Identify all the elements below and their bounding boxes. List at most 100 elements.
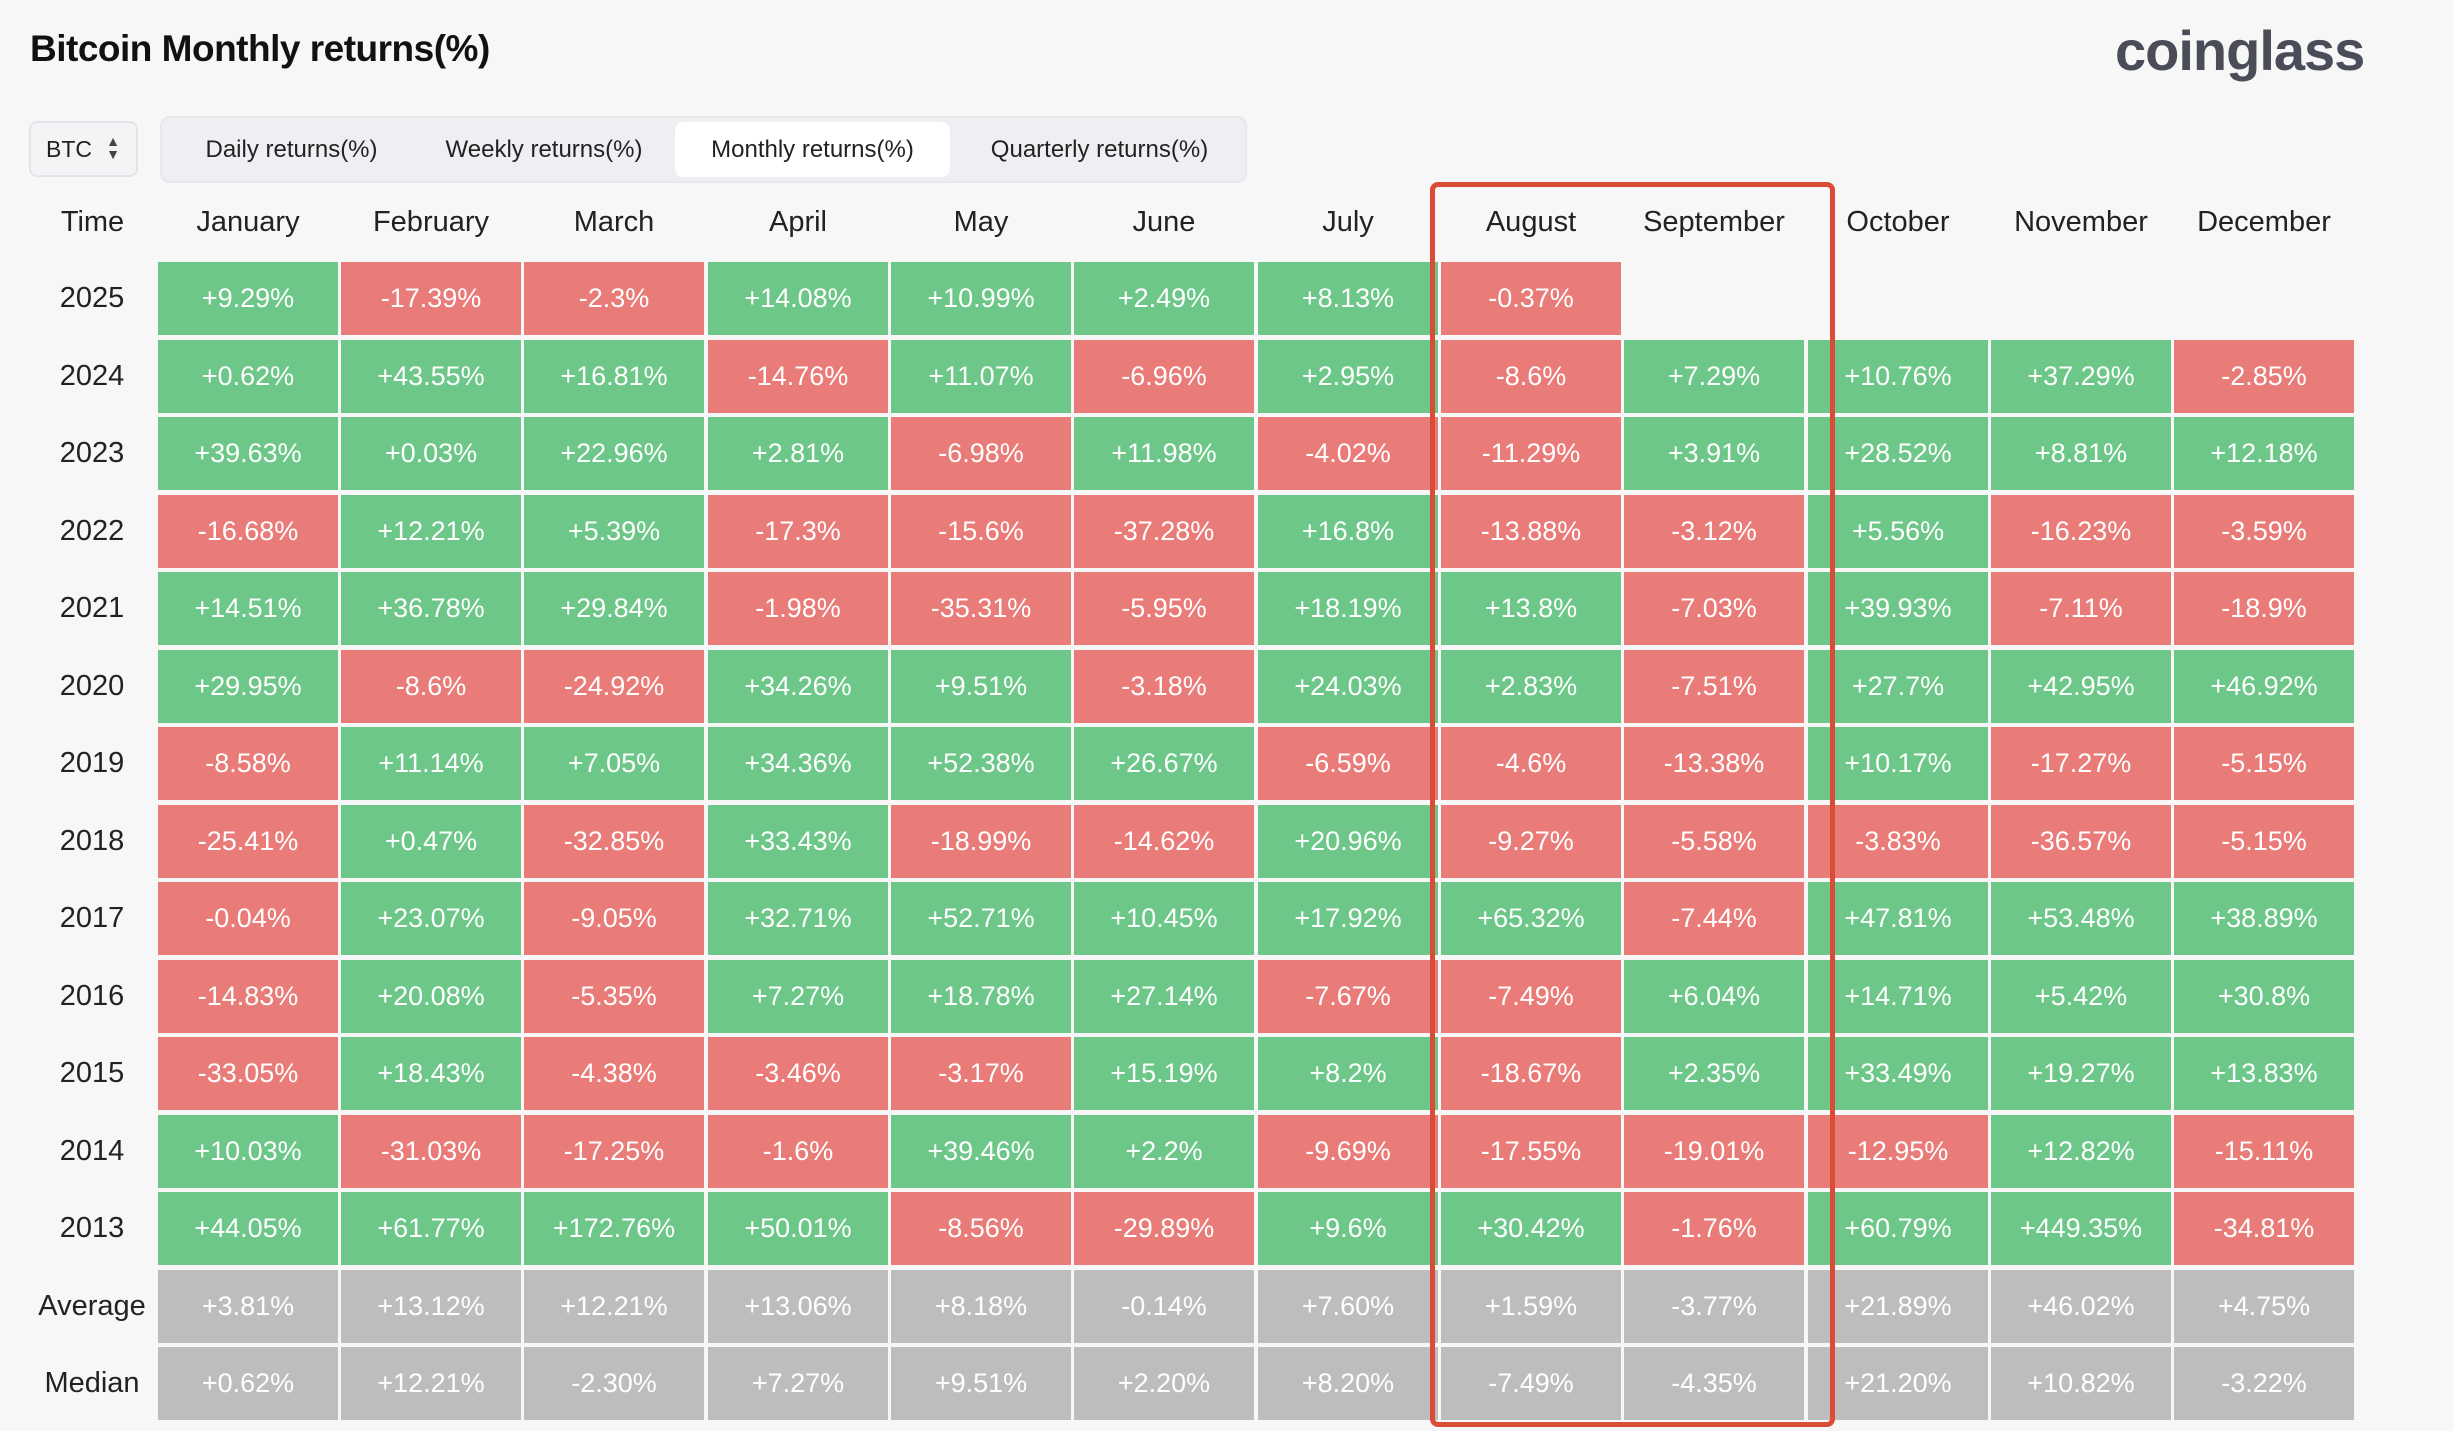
return-cell: -7.67% xyxy=(1258,960,1438,1033)
return-cell: -0.14% xyxy=(1074,1270,1254,1343)
return-cell: +27.14% xyxy=(1074,960,1254,1033)
return-cell: +449.35% xyxy=(1991,1192,2171,1265)
return-cell: +11.07% xyxy=(891,340,1071,413)
return-cell: -3.83% xyxy=(1808,805,1988,878)
return-cell: +53.48% xyxy=(1991,882,2171,955)
return-cell: +12.21% xyxy=(524,1270,704,1343)
return-cell: +14.71% xyxy=(1808,960,1988,1033)
return-cell: -0.04% xyxy=(158,882,338,955)
return-cell: +2.20% xyxy=(1074,1347,1254,1420)
return-cell: +20.96% xyxy=(1258,805,1438,878)
return-cell: -17.27% xyxy=(1991,727,2171,800)
tab-quarterly-returns[interactable]: Quarterly returns(%) xyxy=(990,135,1209,163)
return-cell: -5.35% xyxy=(524,960,704,1033)
return-cell: +16.8% xyxy=(1258,495,1438,568)
return-cell: +13.06% xyxy=(708,1270,888,1343)
return-cell: +23.07% xyxy=(341,882,521,955)
return-cell: -0.37% xyxy=(1441,262,1621,335)
tab-weekly-returns[interactable]: Weekly returns(%) xyxy=(445,135,643,163)
return-cell: +4.75% xyxy=(2174,1270,2354,1343)
return-cell: +16.81% xyxy=(524,340,704,413)
return-cell: +7.05% xyxy=(524,727,704,800)
tab-daily-returns[interactable]: Daily returns(%) xyxy=(205,135,378,163)
return-cell: +2.2% xyxy=(1074,1115,1254,1188)
month-header-june: June xyxy=(1132,205,1196,238)
return-cell: +5.42% xyxy=(1991,960,2171,1033)
return-cell: -29.89% xyxy=(1074,1192,1254,1265)
return-cell: +7.27% xyxy=(708,960,888,1033)
tab-monthly-returns[interactable]: Monthly returns(%) xyxy=(675,122,950,177)
return-cell: -2.3% xyxy=(524,262,704,335)
return-cell: -9.69% xyxy=(1258,1115,1438,1188)
return-cell: +33.49% xyxy=(1808,1037,1988,1110)
return-cell: +14.51% xyxy=(158,572,338,645)
return-cell: +3.81% xyxy=(158,1270,338,1343)
return-cell: -19.01% xyxy=(1624,1115,1804,1188)
month-header-may: May xyxy=(953,205,1009,238)
return-cell: +52.71% xyxy=(891,882,1071,955)
return-cell: +46.92% xyxy=(2174,650,2354,723)
coin-select[interactable]: BTC ▲ ▼ xyxy=(29,121,138,177)
return-cell: -32.85% xyxy=(524,805,704,878)
return-cell: +28.52% xyxy=(1808,417,1988,490)
return-cell: +2.95% xyxy=(1258,340,1438,413)
return-cell: +30.8% xyxy=(2174,960,2354,1033)
return-cell: +52.38% xyxy=(891,727,1071,800)
return-cell: +10.82% xyxy=(1991,1347,2171,1420)
return-cell: +5.39% xyxy=(524,495,704,568)
return-cell: -11.29% xyxy=(1441,417,1621,490)
return-cell: -24.92% xyxy=(524,650,704,723)
month-header-august: August xyxy=(1485,205,1577,238)
return-cell: +9.6% xyxy=(1258,1192,1438,1265)
month-header-september: September xyxy=(1643,205,1785,238)
return-cell: -3.22% xyxy=(2174,1347,2354,1420)
return-cell: +50.01% xyxy=(708,1192,888,1265)
row-label-average: Average xyxy=(38,1290,146,1322)
return-cell: -36.57% xyxy=(1991,805,2171,878)
return-cell: -3.12% xyxy=(1624,495,1804,568)
return-cell: +13.8% xyxy=(1441,572,1621,645)
return-cell: -5.15% xyxy=(2174,727,2354,800)
row-label-2023: 2023 xyxy=(59,437,125,469)
month-header-july: July xyxy=(1322,205,1374,238)
return-cell: +2.83% xyxy=(1441,650,1621,723)
return-cell: +9.51% xyxy=(891,650,1071,723)
return-cell: -17.39% xyxy=(341,262,521,335)
return-cell: +43.55% xyxy=(341,340,521,413)
return-cell: -1.98% xyxy=(708,572,888,645)
return-cell: -3.59% xyxy=(2174,495,2354,568)
return-cell: +61.77% xyxy=(341,1192,521,1265)
return-cell: -18.67% xyxy=(1441,1037,1621,1110)
return-cell: -8.6% xyxy=(1441,340,1621,413)
return-cell: +18.19% xyxy=(1258,572,1438,645)
return-cell: -3.17% xyxy=(891,1037,1071,1110)
row-label-2024: 2024 xyxy=(59,360,125,392)
return-cell: +1.59% xyxy=(1441,1270,1621,1343)
return-cell: +60.79% xyxy=(1808,1192,1988,1265)
return-cell: +2.49% xyxy=(1074,262,1254,335)
return-cell: -7.44% xyxy=(1624,882,1804,955)
return-cell: -5.58% xyxy=(1624,805,1804,878)
return-cell: +13.12% xyxy=(341,1270,521,1343)
return-cell: -3.18% xyxy=(1074,650,1254,723)
return-cell: +10.17% xyxy=(1808,727,1988,800)
return-cell: -15.11% xyxy=(2174,1115,2354,1188)
return-cell: +44.05% xyxy=(158,1192,338,1265)
return-cell: +2.35% xyxy=(1624,1037,1804,1110)
return-cell: +11.14% xyxy=(341,727,521,800)
return-cell: +21.89% xyxy=(1808,1270,1988,1343)
month-header-january: January xyxy=(196,205,300,238)
return-cell: +8.81% xyxy=(1991,417,2171,490)
returns-tabs: Daily returns(%) Weekly returns(%) Month… xyxy=(160,116,1247,183)
return-cell: -16.68% xyxy=(158,495,338,568)
return-cell: +6.04% xyxy=(1624,960,1804,1033)
return-cell: +12.18% xyxy=(2174,417,2354,490)
return-cell: +3.91% xyxy=(1624,417,1804,490)
return-cell: +34.36% xyxy=(708,727,888,800)
time-column-header: Time xyxy=(60,205,125,238)
return-cell: -9.27% xyxy=(1441,805,1621,878)
return-cell: -1.76% xyxy=(1624,1192,1804,1265)
row-label-median: Median xyxy=(44,1367,140,1399)
chevron-updown-icon: ▲ ▼ xyxy=(106,133,120,162)
month-header-october: October xyxy=(1846,205,1950,238)
